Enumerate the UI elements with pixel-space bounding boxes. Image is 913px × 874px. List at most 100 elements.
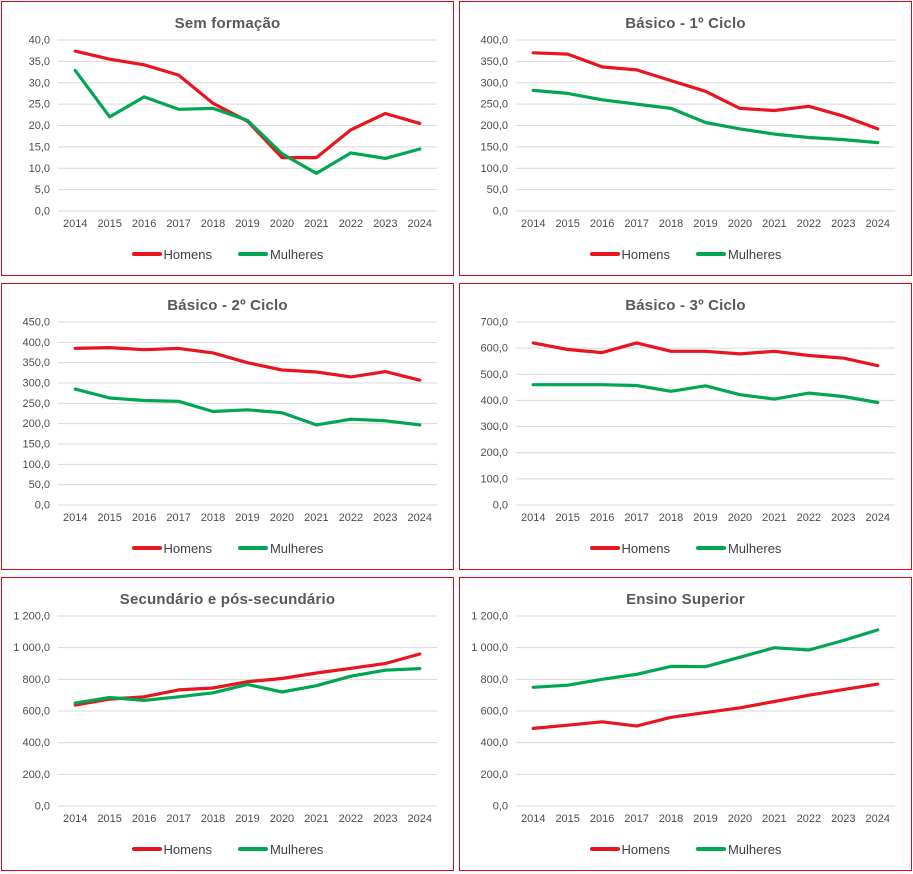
svg-text:0,0: 0,0 xyxy=(493,500,508,512)
svg-text:2023: 2023 xyxy=(831,512,855,524)
svg-text:400,0: 400,0 xyxy=(22,337,50,349)
svg-text:1 000,0: 1 000,0 xyxy=(13,642,50,654)
homens-line xyxy=(73,345,422,382)
homens-line-swatch xyxy=(589,847,620,851)
legend-label-homens: Homens xyxy=(163,246,212,262)
svg-text:2022: 2022 xyxy=(797,813,821,825)
chart-legend: Homens Mulheres xyxy=(2,237,453,275)
svg-text:40,0: 40,0 xyxy=(29,35,50,47)
svg-text:400,0: 400,0 xyxy=(22,737,50,749)
svg-text:2016: 2016 xyxy=(590,813,614,825)
svg-text:20,0: 20,0 xyxy=(29,120,50,132)
svg-text:2018: 2018 xyxy=(659,512,683,524)
svg-text:2020: 2020 xyxy=(728,813,752,825)
svg-text:2022: 2022 xyxy=(797,512,821,524)
svg-text:1 200,0: 1 200,0 xyxy=(471,611,508,623)
svg-text:25,0: 25,0 xyxy=(29,99,50,111)
panel-secundario-pos-secundario: Secundário e pós-secundário 0,0 200,0 400,… xyxy=(1,577,454,871)
svg-text:2015: 2015 xyxy=(97,218,121,230)
svg-text:2021: 2021 xyxy=(762,512,786,524)
svg-text:2017: 2017 xyxy=(166,218,190,230)
svg-text:200,0: 200,0 xyxy=(22,418,50,430)
svg-text:2019: 2019 xyxy=(235,218,259,230)
svg-text:0,0: 0,0 xyxy=(35,206,50,218)
mulheres-line-swatch xyxy=(237,546,268,550)
svg-text:2014: 2014 xyxy=(521,512,545,524)
svg-text:2022: 2022 xyxy=(797,218,821,230)
mulheres-line-swatch xyxy=(695,252,726,256)
chart-canvas: 0,0 5,0 10,0 15,0 20,0 25,0 30,0 35,0 40,0 2014 20… xyxy=(29,35,437,230)
svg-text:2021: 2021 xyxy=(304,512,328,524)
svg-text:2023: 2023 xyxy=(373,512,397,524)
svg-text:400,0: 400,0 xyxy=(480,35,508,47)
svg-text:600,0: 600,0 xyxy=(22,706,50,718)
svg-text:350,0: 350,0 xyxy=(480,56,508,68)
panel-basico-3-ciclo: Básico - 3º Ciclo 0,0 100,0 200,0 300,0 400,… xyxy=(459,283,912,570)
homens-line-swatch xyxy=(131,847,162,851)
svg-text:2020: 2020 xyxy=(270,218,294,230)
legend-item-homens: Homens xyxy=(131,541,212,556)
svg-text:2023: 2023 xyxy=(831,218,855,230)
svg-text:200,0: 200,0 xyxy=(480,769,508,781)
svg-text:2014: 2014 xyxy=(63,512,87,524)
svg-text:250,0: 250,0 xyxy=(22,398,50,410)
homens-line xyxy=(531,51,880,131)
svg-text:2019: 2019 xyxy=(693,218,717,230)
svg-text:2020: 2020 xyxy=(270,813,294,825)
svg-text:2018: 2018 xyxy=(201,813,225,825)
chart-legend: Homens Mulheres xyxy=(460,237,911,275)
svg-text:2016: 2016 xyxy=(590,512,614,524)
svg-text:100,0: 100,0 xyxy=(22,459,50,471)
svg-text:2015: 2015 xyxy=(555,512,579,524)
svg-text:2014: 2014 xyxy=(521,218,545,230)
mulheres-line xyxy=(73,68,422,175)
svg-text:600,0: 600,0 xyxy=(480,343,508,355)
panel-basico-1-ciclo: Básico - 1º Ciclo 0,0 50,0 100,0 150,0 200,0… xyxy=(459,1,912,276)
chart-legend: Homens Mulheres xyxy=(2,832,453,870)
svg-text:300,0: 300,0 xyxy=(22,378,50,390)
svg-text:15,0: 15,0 xyxy=(29,141,50,153)
panel-ensino-superior: Ensino Superior 0,0 200,0 400,0 600,0 800,0 1… xyxy=(459,577,912,871)
svg-text:2020: 2020 xyxy=(728,512,752,524)
svg-text:2019: 2019 xyxy=(235,512,259,524)
svg-text:1 000,0: 1 000,0 xyxy=(471,642,508,654)
svg-text:2015: 2015 xyxy=(555,813,579,825)
svg-text:0,0: 0,0 xyxy=(493,206,508,218)
chart-legend: Homens Mulheres xyxy=(460,832,911,870)
legend-label-mulheres: Mulheres xyxy=(269,246,324,262)
svg-text:1 200,0: 1 200,0 xyxy=(13,611,50,623)
chart-title: Básico - 3º Ciclo xyxy=(625,297,746,314)
svg-text:30,0: 30,0 xyxy=(29,77,50,89)
legend-label-mulheres: Mulheres xyxy=(727,540,782,556)
legend-label-mulheres: Mulheres xyxy=(269,841,324,857)
svg-text:100,0: 100,0 xyxy=(480,473,508,485)
legend-item-homens: Homens xyxy=(589,541,670,556)
svg-text:0,0: 0,0 xyxy=(35,500,50,512)
svg-text:2023: 2023 xyxy=(373,218,397,230)
homens-line-swatch xyxy=(589,252,620,256)
svg-text:2018: 2018 xyxy=(201,218,225,230)
legend-label-mulheres: Mulheres xyxy=(727,246,782,262)
svg-text:2023: 2023 xyxy=(831,813,855,825)
svg-text:200,0: 200,0 xyxy=(480,120,508,132)
svg-text:200,0: 200,0 xyxy=(480,447,508,459)
svg-text:2022: 2022 xyxy=(339,512,363,524)
mulheres-line xyxy=(73,666,422,705)
svg-text:2023: 2023 xyxy=(373,813,397,825)
homens-line xyxy=(73,652,422,707)
svg-text:400,0: 400,0 xyxy=(480,395,508,407)
homens-line xyxy=(531,682,880,731)
chart-title: Secundário e pós-secundário xyxy=(119,591,336,608)
svg-text:2017: 2017 xyxy=(166,512,190,524)
legend-item-mulheres: Mulheres xyxy=(695,246,782,262)
svg-text:2017: 2017 xyxy=(624,218,648,230)
svg-text:5,0: 5,0 xyxy=(35,184,50,196)
svg-text:2014: 2014 xyxy=(63,218,87,230)
chart-canvas: 0,0 200,0 400,0 600,0 800,0 1 000,0 1 200,0 201… xyxy=(471,611,895,825)
svg-text:50,0: 50,0 xyxy=(487,184,508,196)
svg-text:2014: 2014 xyxy=(521,813,545,825)
svg-text:2024: 2024 xyxy=(408,813,432,825)
svg-text:35,0: 35,0 xyxy=(29,56,50,68)
svg-text:2015: 2015 xyxy=(97,813,121,825)
